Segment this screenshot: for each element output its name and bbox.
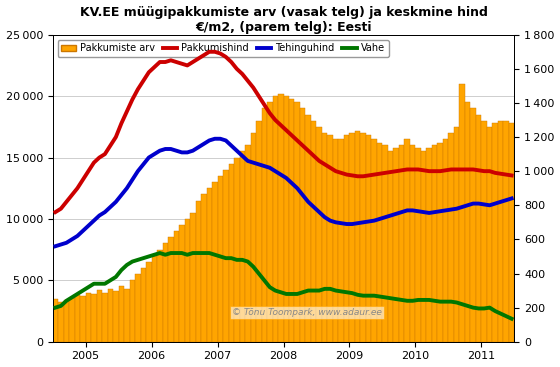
- Bar: [311, 121, 316, 342]
- Bar: [432, 145, 437, 342]
- Bar: [487, 127, 492, 342]
- Text: © Tõnu Toompark, www.adaur.ee: © Tõnu Toompark, www.adaur.ee: [232, 308, 381, 317]
- Title: KV.EE müügipakkumiste arv (vasak telg) ja keskmine hind
€/m2, (parem telg): Eest: KV.EE müügipakkumiste arv (vasak telg) j…: [80, 6, 487, 33]
- Bar: [443, 139, 449, 342]
- Bar: [74, 295, 80, 342]
- Bar: [217, 176, 223, 342]
- Bar: [207, 188, 212, 342]
- Bar: [152, 256, 157, 342]
- Bar: [283, 96, 289, 342]
- Bar: [459, 84, 465, 342]
- Bar: [476, 115, 482, 342]
- Bar: [102, 292, 108, 342]
- Bar: [295, 102, 300, 342]
- Bar: [388, 151, 394, 342]
- Bar: [108, 289, 113, 342]
- Bar: [498, 121, 503, 342]
- Bar: [174, 231, 179, 342]
- Bar: [97, 290, 102, 342]
- Bar: [124, 289, 129, 342]
- Bar: [333, 139, 338, 342]
- Bar: [80, 296, 86, 342]
- Bar: [361, 133, 366, 342]
- Bar: [256, 121, 262, 342]
- Bar: [185, 219, 190, 342]
- Bar: [338, 139, 344, 342]
- Bar: [465, 102, 470, 342]
- Bar: [58, 302, 64, 342]
- Bar: [470, 108, 476, 342]
- Bar: [64, 300, 69, 342]
- Bar: [240, 151, 245, 342]
- Bar: [273, 96, 278, 342]
- Bar: [377, 143, 382, 342]
- Bar: [135, 274, 141, 342]
- Bar: [86, 292, 91, 342]
- Bar: [394, 148, 399, 342]
- Bar: [245, 145, 250, 342]
- Bar: [399, 145, 404, 342]
- Bar: [344, 135, 349, 342]
- Bar: [69, 298, 74, 342]
- Bar: [267, 102, 273, 342]
- Bar: [449, 133, 454, 342]
- Bar: [146, 262, 152, 342]
- Bar: [371, 139, 377, 342]
- Bar: [482, 121, 487, 342]
- Bar: [250, 133, 256, 342]
- Bar: [234, 157, 240, 342]
- Bar: [382, 145, 388, 342]
- Bar: [278, 94, 283, 342]
- Legend: Pakkumiste arv, Pakkumishind, Tehinguhind, Vahe: Pakkumiste arv, Pakkumishind, Tehinguhin…: [58, 40, 389, 57]
- Bar: [316, 127, 322, 342]
- Bar: [426, 148, 432, 342]
- Bar: [119, 287, 124, 342]
- Bar: [410, 145, 416, 342]
- Bar: [306, 115, 311, 342]
- Bar: [328, 135, 333, 342]
- Bar: [509, 123, 514, 342]
- Bar: [195, 200, 201, 342]
- Bar: [179, 225, 185, 342]
- Bar: [289, 99, 295, 342]
- Bar: [437, 143, 443, 342]
- Bar: [421, 151, 426, 342]
- Bar: [262, 108, 267, 342]
- Bar: [157, 250, 162, 342]
- Bar: [223, 170, 228, 342]
- Bar: [168, 237, 174, 342]
- Bar: [416, 148, 421, 342]
- Bar: [162, 243, 168, 342]
- Bar: [349, 133, 355, 342]
- Bar: [201, 195, 207, 342]
- Bar: [366, 135, 371, 342]
- Bar: [300, 108, 306, 342]
- Bar: [113, 291, 119, 342]
- Bar: [190, 213, 195, 342]
- Bar: [454, 127, 459, 342]
- Bar: [503, 121, 509, 342]
- Bar: [53, 299, 58, 342]
- Bar: [91, 294, 97, 342]
- Bar: [404, 139, 410, 342]
- Bar: [212, 182, 217, 342]
- Bar: [322, 133, 328, 342]
- Bar: [228, 164, 234, 342]
- Bar: [492, 123, 498, 342]
- Bar: [355, 131, 361, 342]
- Bar: [129, 280, 135, 342]
- Bar: [141, 268, 146, 342]
